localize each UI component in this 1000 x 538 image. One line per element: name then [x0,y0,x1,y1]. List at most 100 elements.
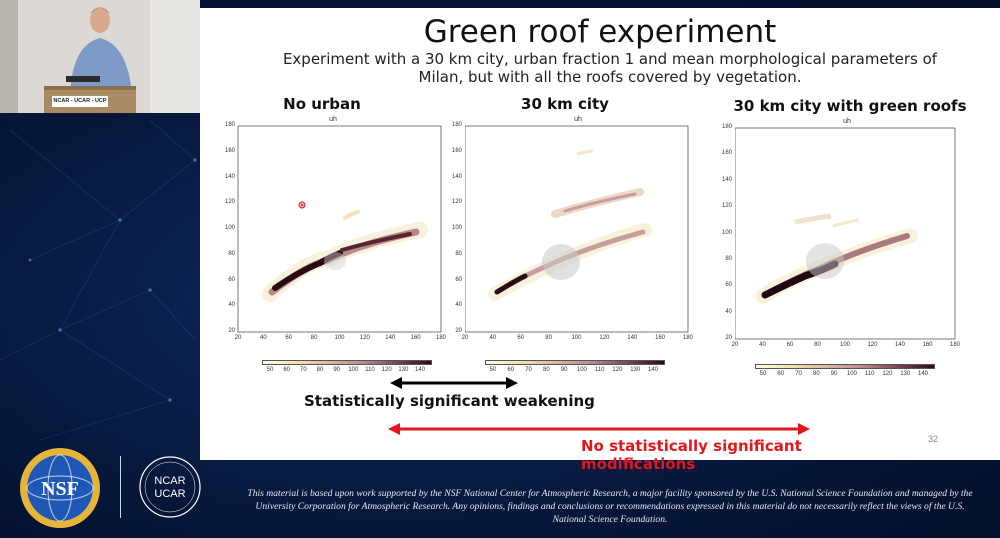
y-tick-label: 100 [451,225,462,231]
annotation-no-modifications: No statistically significant modificatio… [581,437,802,473]
colorbar-tick-label: 130 [900,371,911,377]
colorbar-tick-label: 80 [542,367,550,373]
x-tick-label: 160 [655,335,666,341]
x-tick-label: 180 [949,342,960,348]
colorbar-tick-label: 110 [594,367,605,373]
colorbar-tick-label: 110 [864,371,875,377]
logo-divider [120,456,121,518]
y-tick-label: 40 [455,302,462,309]
colorbar-tick-label: 60 [283,367,290,373]
y-tick-label: 140 [721,176,732,183]
storm-track [262,201,428,302]
y-tick-label: 180 [451,122,462,128]
colorbar-tick-label: 70 [795,371,802,377]
y-tick-label: 20 [228,328,235,334]
slide-number: 32 [928,434,939,444]
y-tick-label: 20 [725,335,732,341]
panel-title-30km-city: 30 km city [521,95,609,113]
colorbar-tick-label: 130 [630,367,641,373]
plot-variable-label: uh [574,116,582,123]
x-tick-label: 40 [759,342,766,348]
storm-track [488,149,652,301]
footer-disclaimer: This material is based upon work support… [247,488,973,525]
colorbar-tick-label: 80 [316,367,324,373]
x-tick-label: 100 [839,342,850,348]
annotation-weakening: Statistically significant weakening [304,392,595,410]
colorbar-tick-label: 60 [777,371,785,377]
x-tick-label: 140 [627,335,638,341]
x-tick-label: 40 [489,335,497,341]
x-tick-label: 160 [922,342,933,348]
x-tick-label: 140 [385,335,396,341]
slide-subtitle: Experiment with a 30 km city, urban frac… [282,50,938,86]
x-tick-label: 20 [461,335,469,341]
colorbar-tick-label: 90 [560,367,568,373]
x-tick-label: 140 [894,342,905,348]
panel-title-green-roofs: 30 km city with green roofs [733,97,967,115]
y-tick-label: 120 [721,203,732,210]
y-tick-label: 100 [721,229,732,236]
podium-label: NCAR - UCAR - UCP [53,98,107,104]
storm-track [755,213,918,304]
nsf-logo: NSF [20,448,100,528]
y-tick-label: 180 [721,124,732,130]
colorbar [755,364,935,369]
colorbar-tick-label: 60 [507,367,515,373]
colorbar-tick-label: 120 [612,367,623,373]
y-tick-label: 80 [228,250,235,257]
panel-title-no-urban: No urban [283,95,361,113]
colorbar-tick-label: 50 [266,367,274,373]
x-tick-label: 80 [545,335,552,341]
ncar-logo-line2: UCAR [154,488,185,500]
ncar-logo-line1: NCAR [154,475,185,487]
y-tick-label: 160 [721,150,732,157]
colorbar-tick-label: 130 [398,367,409,373]
x-tick-label: 120 [599,335,610,341]
y-tick-label: 80 [455,250,462,257]
y-tick-label: 60 [725,282,732,289]
nsf-logo-text: NSF [41,478,79,500]
x-tick-label: 120 [359,335,370,341]
y-tick-label: 80 [725,255,732,262]
x-tick-label: 80 [814,342,821,348]
y-tick-label: 160 [224,147,235,154]
colorbar-tick-label: 80 [812,371,820,377]
colorbar-tick-label: 100 [846,371,857,377]
colorbar-tick-label: 70 [299,367,307,373]
x-tick-label: 60 [786,342,794,348]
x-tick-label: 180 [435,335,446,341]
ncar-ucar-logo: NCAR UCAR [139,456,201,518]
x-tick-label: 60 [285,335,293,341]
plot-variable-label: uh [329,116,337,123]
y-tick-label: 100 [224,225,235,231]
y-tick-label: 40 [725,308,732,315]
x-tick-label: 100 [571,335,582,341]
y-tick-label: 180 [224,122,235,128]
slide: Green roof experiment Experiment with a … [200,8,1000,473]
colorbar [485,360,665,365]
x-tick-label: 40 [260,335,267,341]
plot-green-roofs: uh 180 160 140 120 100 80 60 40 20 20 40 60 80 100 120… [722,118,960,380]
colorbar-tick-label: 100 [348,367,359,373]
y-tick-label: 60 [228,276,235,283]
annotation-arrows [388,377,810,435]
y-tick-label: 20 [455,328,462,334]
colorbar-tick-label: 70 [525,367,532,373]
x-tick-label: 160 [410,335,421,341]
x-tick-label: 60 [517,335,525,341]
speaker-scene [0,0,200,113]
colorbar-tick-label: 110 [365,367,375,373]
colorbar-tick-label: 140 [647,367,658,373]
red-double-arrow [388,423,810,435]
y-tick-label: 120 [224,199,235,206]
x-tick-label: 20 [234,335,242,341]
plot-variable-label: uh [843,118,851,125]
y-tick-label: 160 [451,147,462,154]
colorbar-tick-label: 120 [882,371,893,377]
x-tick-label: 20 [731,342,739,348]
plot-frame [735,127,956,340]
colorbar-tick-label: 140 [917,371,928,377]
speaker-video: NCAR - UCAR - UCP [0,0,200,113]
colorbar-tick-label: 140 [414,367,425,373]
